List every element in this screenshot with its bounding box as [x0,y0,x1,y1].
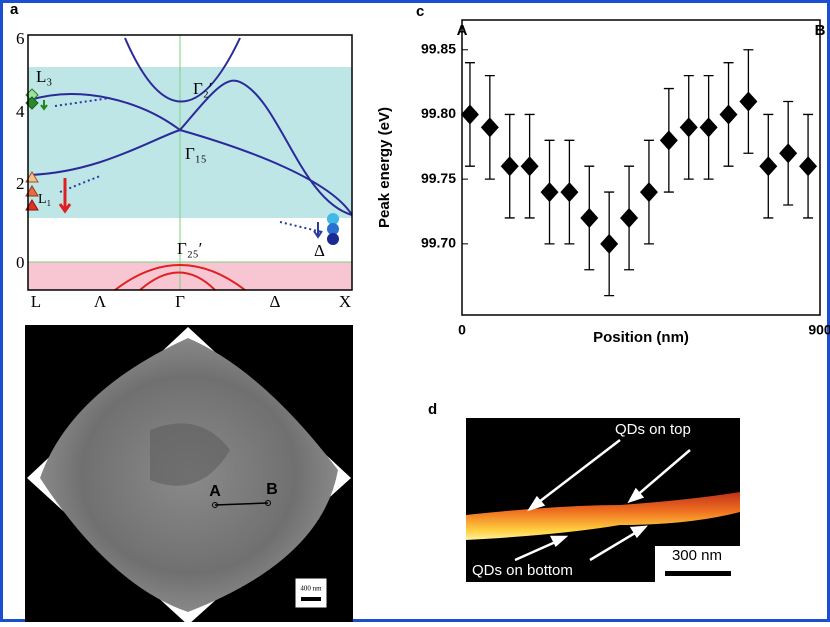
x-tick-label: 900 [808,322,830,338]
panel-label: c [416,3,424,20]
k-label: Δ [270,292,281,311]
point [779,143,797,163]
level-label: Γ₂₅′ [177,239,202,258]
point [700,117,718,137]
annotation: A [457,22,468,39]
scale-bar [665,571,731,576]
y-tick-label: 99.70 [421,235,456,251]
point [560,182,578,202]
point [620,208,638,228]
point [501,156,519,176]
level-label: Γ₂′ [193,79,212,98]
k-label: L [31,292,41,311]
label: QDs on bottom [472,562,573,579]
figure: a 6 4 2 0 L Λ Γ Δ X L₃ [0,0,830,622]
energy-tick: 4 [16,102,25,121]
point-label: B [266,481,278,498]
level-label: L₃ [36,67,52,86]
point [640,182,658,202]
point [759,156,777,176]
marker [327,233,339,245]
y-tick-label: 99.75 [421,170,456,186]
point [660,130,678,150]
dotted-line [280,222,322,232]
energy-tick: 2 [16,174,25,193]
y-axis-label: Peak energy (eV) [376,107,393,228]
scale-box [295,578,327,608]
chart: 99.70 99.75 99.80 99.85 0 900 Position (nm) Pea… [376,20,830,346]
band-gap-region [28,67,352,218]
level-label: Δ [314,241,325,260]
label: QDs on top [615,421,691,438]
y-tick-label: 99.80 [421,105,456,121]
point [739,92,757,112]
y-tick-label: 99.85 [421,40,456,56]
point [541,182,559,202]
scale-label: 400 nm [300,585,322,593]
point [600,234,618,254]
level-label: Γ₁₅ [185,144,207,163]
point [521,156,539,176]
point [680,117,698,137]
k-label: Γ [175,292,185,311]
x-tick-label: 0 [458,322,466,338]
panel-label: d [428,401,437,418]
point-label: A [209,483,221,500]
energy-tick: 0 [16,253,25,272]
scale-bar [301,597,321,601]
panel-label: a [10,1,19,18]
annotation: B [815,22,826,39]
k-label: X [339,292,351,311]
point [720,104,738,124]
energy-tick: 6 [16,29,25,48]
level-label: L₁ [38,192,51,207]
x-axis-label: Position (nm) [593,329,689,346]
page: a 6 4 2 0 L Λ Γ Δ X L₃ [0,0,830,622]
point [481,117,499,137]
point [461,104,479,124]
point [799,156,817,176]
k-label: Λ [94,292,107,311]
scale-label: 300 nm [672,547,722,564]
point [580,208,598,228]
